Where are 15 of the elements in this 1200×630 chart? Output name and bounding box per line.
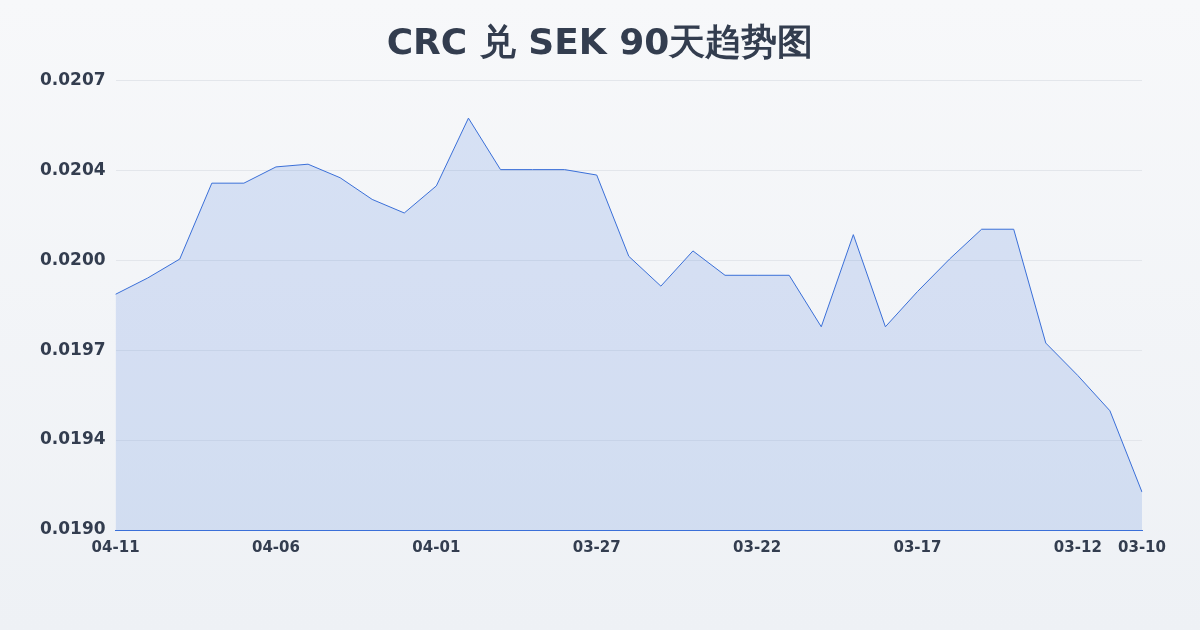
y-tick-label: 0.0197 — [39, 338, 106, 359]
x-tick-label: 04-01 — [412, 537, 461, 556]
x-tick-label: 03-17 — [893, 537, 942, 556]
y-tick-label: 0.0207 — [39, 68, 106, 89]
x-tick-label: 03-22 — [733, 537, 782, 556]
x-tick-label: 04-06 — [251, 537, 300, 556]
x-tick-label: 03-12 — [1053, 537, 1102, 556]
y-tick-label: 0.0190 — [39, 518, 106, 539]
x-tick-label: 03-10 — [1118, 537, 1166, 556]
y-tick-label: 0.0194 — [39, 428, 106, 449]
x-tick-label: 03-27 — [572, 537, 621, 556]
y-tick-label: 0.0200 — [39, 248, 106, 269]
y-tick-label: 0.0204 — [39, 158, 106, 179]
chart-title: CRC 兑 SEK 90天趋势图 — [385, 20, 815, 64]
x-tick-label: 04-11 — [91, 537, 140, 556]
